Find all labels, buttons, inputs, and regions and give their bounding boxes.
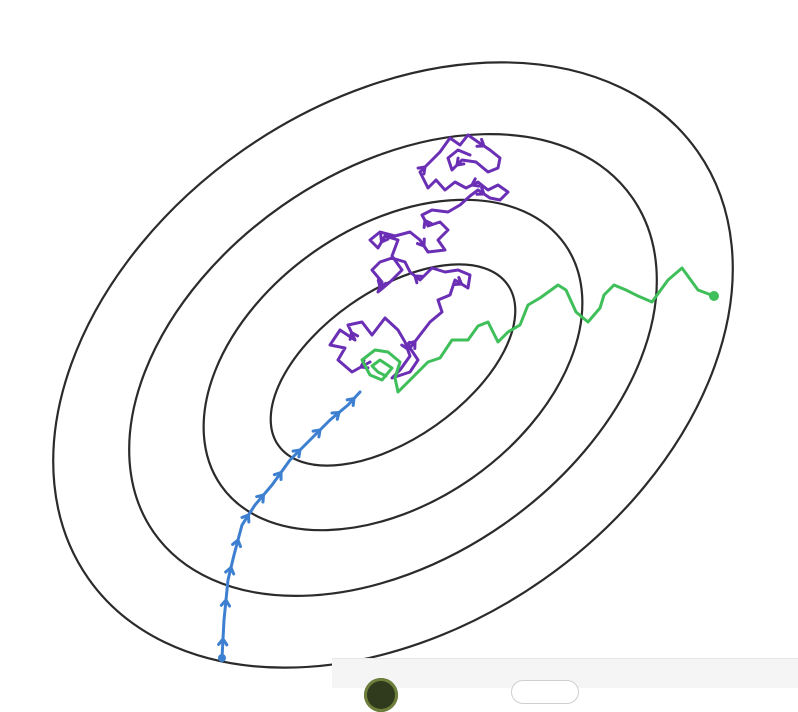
arrowhead-icon [422,219,433,229]
arrowhead-icon [330,411,341,421]
batch-path-start-dot [218,654,226,662]
minibatch-path-start-dot [709,291,719,301]
arrowhead-icon [376,278,388,289]
minibatch-path-line [360,266,716,394]
batch-gradient-path [217,390,362,662]
arrowhead-icon [470,177,481,188]
contour-third [202,198,584,532]
contour-second [128,133,658,597]
arrowhead-icon [415,237,426,248]
arrowhead-icon [348,331,360,341]
arrowhead-icon [455,156,466,167]
arrowhead-icon [416,165,427,176]
batch-path-line [220,390,362,660]
stochastic-path-line [328,133,510,380]
arrowhead-icon [406,340,417,350]
arrowhead-icon [219,598,232,608]
arrowhead-icon [291,448,302,459]
minibatch-gradient-path [360,266,719,394]
contour-inner [269,263,517,467]
stochastic-gradient-path [328,133,510,380]
arrowhead-icon [413,274,424,285]
arrowhead-icon [231,538,243,549]
batch-path-arrows [217,397,356,647]
arrowhead-icon [240,513,251,524]
arrowhead-icon [311,428,322,439]
contour-lines [52,61,734,669]
arrowhead-icon [272,471,283,481]
arrowhead-icon [475,185,486,196]
arrowhead-icon [224,566,236,576]
pill-button[interactable] [511,680,579,704]
user-avatar-icon[interactable] [364,678,398,712]
arrowhead-icon [217,637,229,647]
arrowhead-icon [475,137,486,148]
arrowhead-icon [379,233,390,244]
arrowhead-icon [345,397,356,407]
gradient-descent-diagram [52,61,734,669]
arrowhead-icon [453,276,463,287]
arrowhead-icon [255,493,265,504]
contour-outer [52,61,734,669]
